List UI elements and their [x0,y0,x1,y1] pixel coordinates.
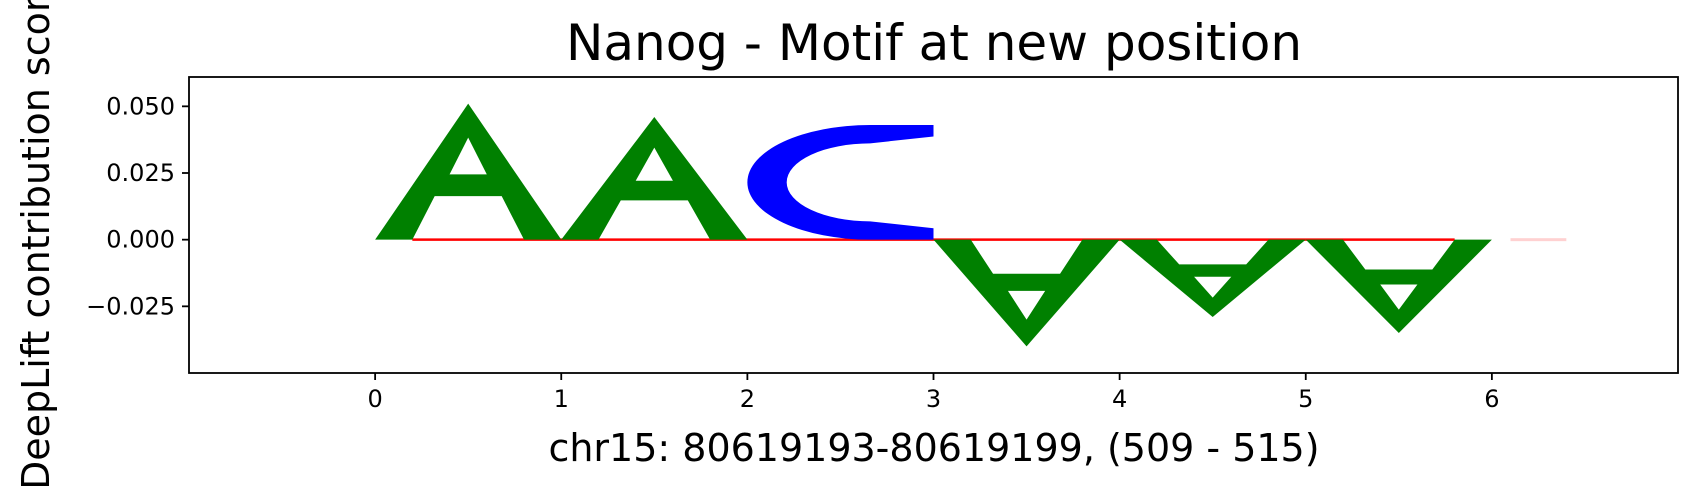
x-tick-label: 1 [554,385,569,413]
logo-letter-a-pos-3 [933,239,1120,347]
y-axis-label: DeepLift contribution score [14,0,58,486]
x-tick-label: 0 [367,385,382,413]
y-tick-label: 0.000 [106,226,175,254]
y-tick-label: −0.025 [86,292,175,320]
chart-title: Nanog - Motif at new position [566,14,1302,72]
y-axis-ticks: 0.050 0.025 0.000 −0.025 [86,92,189,320]
x-tick-label: 5 [1298,385,1313,413]
y-tick-label: 0.025 [106,159,175,187]
logo-letter-a-pos-1 [561,117,748,240]
x-axis-label: chr15: 80619193-80619199, (509 - 515) [548,426,1319,470]
plot-area [375,103,1567,347]
x-axis-ticks: 0 1 2 3 4 5 6 [367,373,1500,413]
x-tick-label: 6 [1484,385,1499,413]
logo-letter-t-pos-6 [1510,238,1567,242]
logo-letter-a-pos-4 [1119,239,1306,317]
x-tick-label: 4 [1112,385,1127,413]
y-tick-label: 0.050 [106,92,175,120]
logo-letter-a-pos-0 [375,103,562,240]
x-tick-label: 2 [740,385,755,413]
x-tick-label: 3 [926,385,941,413]
logo-letter-a-pos-5 [1305,239,1492,333]
logo-letter-c-pos-2 [747,125,934,240]
